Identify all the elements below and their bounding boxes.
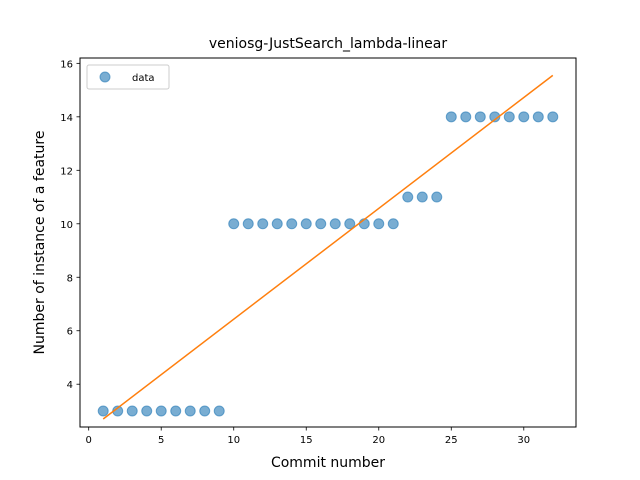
x-tick-label: 20 — [372, 435, 385, 446]
y-axis-label: Number of instance of a feature — [32, 131, 48, 355]
data-point — [170, 405, 182, 417]
data-point — [474, 111, 486, 123]
data-point — [329, 218, 341, 230]
data-point — [373, 218, 385, 230]
data-point — [286, 218, 298, 230]
data-point — [503, 111, 515, 123]
data-point — [344, 218, 356, 230]
data-point — [416, 191, 428, 203]
data-point — [387, 218, 399, 230]
x-tick-label: 0 — [86, 435, 92, 446]
y-tick-label: 16 — [60, 59, 73, 70]
x-tick-label: 25 — [445, 435, 458, 446]
data-point — [242, 218, 254, 230]
data-point — [257, 218, 269, 230]
y-tick-label: 12 — [60, 166, 73, 177]
data-point — [155, 405, 167, 417]
data-point — [518, 111, 530, 123]
x-tick-label: 10 — [227, 435, 240, 446]
y-tick-label: 6 — [67, 327, 73, 338]
x-tick-label: 5 — [158, 435, 164, 446]
x-tick-label: 30 — [517, 435, 530, 446]
data-point — [532, 111, 544, 123]
chart-title: veniosg-JustSearch_lambda-linear — [209, 36, 447, 52]
data-point — [228, 218, 240, 230]
y-tick-label: 14 — [60, 113, 73, 124]
data-point — [300, 218, 312, 230]
data-point — [213, 405, 225, 417]
data-point — [402, 191, 414, 203]
data-point — [445, 111, 457, 123]
legend: data — [86, 64, 170, 90]
axes-frame — [79, 57, 577, 428]
y-tick-label: 8 — [67, 273, 73, 284]
fit-line — [102, 74, 554, 420]
data-point — [547, 111, 559, 123]
legend-label-data: data — [132, 73, 155, 84]
y-tick-label: 4 — [67, 380, 73, 391]
data-point — [199, 405, 211, 417]
data-point — [97, 405, 109, 417]
x-tick-label: 15 — [300, 435, 313, 446]
data-point — [126, 405, 138, 417]
axis-ticks: 0 5 10 15 20 25 30 4 6 8 10 12 14 16 — [60, 59, 530, 446]
y-tick-label: 10 — [60, 220, 73, 231]
data-point — [431, 191, 443, 203]
x-axis-label: Commit number — [271, 455, 385, 471]
data-point — [315, 218, 327, 230]
legend-marker-data — [99, 71, 111, 83]
data-point — [271, 218, 283, 230]
data-point — [460, 111, 472, 123]
plot-area — [97, 74, 559, 420]
legend-box — [86, 64, 170, 90]
data-point — [184, 405, 196, 417]
data-point — [141, 405, 153, 417]
